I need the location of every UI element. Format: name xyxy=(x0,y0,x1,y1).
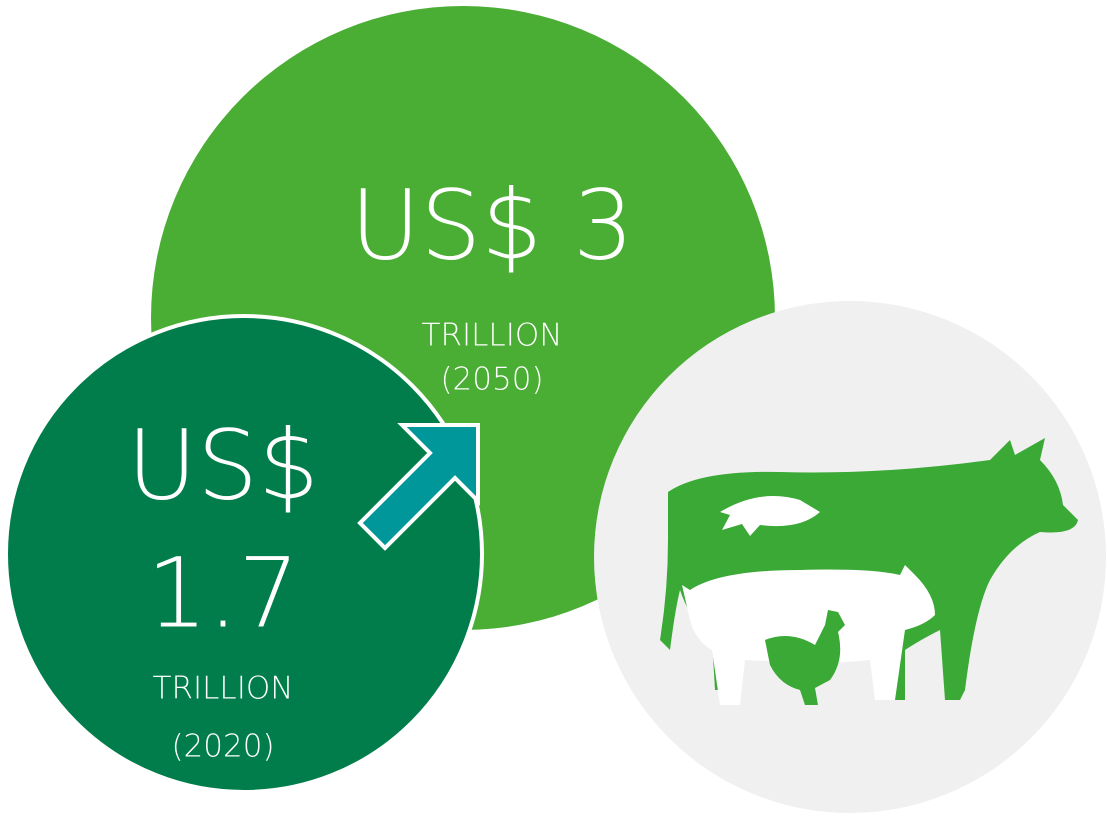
future-unit: TRILLION xyxy=(422,318,563,354)
current-amount: 1.7 xyxy=(147,537,300,649)
current-unit: TRILLION xyxy=(153,671,294,707)
future-amount: US$ 3 xyxy=(350,169,634,281)
current-year: (2020) xyxy=(171,729,274,765)
infographic: US$ 3 TRILLION (2050) US$ 1.7 TRILLION (… xyxy=(0,0,1107,817)
page: US$ 3 TRILLION (2050) US$ 1.7 TRILLION (… xyxy=(0,0,1107,817)
current-currency: US$ xyxy=(127,409,319,521)
future-year: (2050) xyxy=(440,362,543,398)
